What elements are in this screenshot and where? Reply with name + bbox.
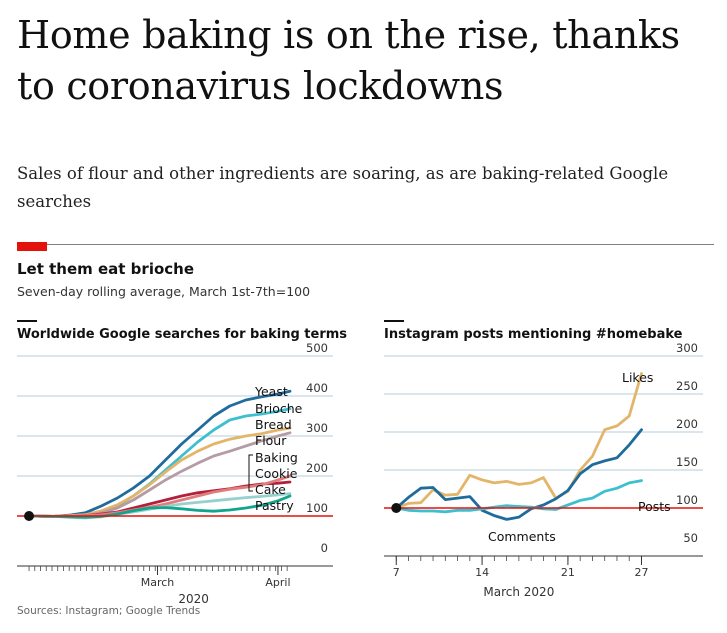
right-panel-rule	[384, 320, 404, 322]
google-ytick-label: 500	[306, 341, 328, 355]
google-ytick-label: 300	[306, 421, 328, 435]
chart-title: Let them eat brioche	[17, 260, 195, 278]
google-xtick-label: April	[265, 576, 290, 589]
section-rule	[17, 244, 714, 245]
google-series-yeast	[27, 389, 292, 518]
instagram-series-posts	[394, 479, 643, 514]
google-ytick-label: 200	[306, 461, 328, 475]
instagram-ytick-label: 200	[676, 417, 698, 431]
series-label-baking: Baking	[255, 450, 298, 465]
series-label-flour: Flour	[255, 433, 287, 448]
chart-subtitle: Seven-day rolling average, March 1st-7th…	[17, 284, 311, 299]
instagram-ytick-label: 300	[676, 341, 698, 355]
instagram-ytick-label: 50	[683, 531, 698, 545]
instagram-xtick-label: 21	[561, 566, 575, 579]
instagram-xtick-label: 14	[475, 566, 489, 579]
instagram-series-comments	[394, 428, 643, 521]
accent-tag	[17, 242, 47, 251]
series-label-cake: Cake	[255, 482, 286, 497]
instagram-ytick-label: 150	[676, 455, 698, 469]
google-start-dot	[24, 511, 35, 521]
standfirst: Sales of flour and other ingredients are…	[17, 164, 669, 211]
instagram-xtick-label: 27	[634, 566, 648, 579]
left-panel-rule	[17, 320, 37, 322]
series-label-yeast: Yeast	[254, 384, 288, 399]
google-x-year-label: 2020	[178, 592, 209, 606]
google-ytick-label: 0	[321, 541, 328, 555]
series-label-likes: Likes	[622, 370, 653, 385]
google-xtick-label: March	[141, 576, 175, 589]
instagram-ytick-label: 100	[676, 493, 698, 507]
series-label-bread: Bread	[255, 417, 292, 432]
google-ytick-label: 100	[306, 501, 328, 515]
instagram-ytick-label: 250	[676, 379, 698, 393]
series-label-pastry: Pastry	[255, 498, 294, 513]
label-bracket	[248, 454, 253, 492]
right-panel-title: Instagram posts mentioning #homebake	[384, 327, 683, 342]
google-series-bread	[27, 426, 292, 518]
instagram-start-dot	[391, 503, 402, 513]
series-label-cookie: Cookie	[255, 466, 298, 481]
google-ytick-label: 400	[306, 381, 328, 395]
source-note: Sources: Instagram; Google Trends	[17, 605, 201, 617]
left-panel-title: Worldwide Google searches for baking ter…	[17, 327, 348, 342]
series-label-posts: Posts	[638, 499, 671, 514]
instagram-xtick-label: 7	[393, 566, 400, 579]
series-label-brioche: Brioche	[255, 401, 303, 416]
series-label-comments: Comments	[488, 529, 556, 544]
headline: Home baking is on the rise, thanks to co…	[17, 13, 680, 108]
instagram-x-axis-label: March 2020	[483, 585, 554, 599]
google-series-pastry	[27, 494, 292, 519]
